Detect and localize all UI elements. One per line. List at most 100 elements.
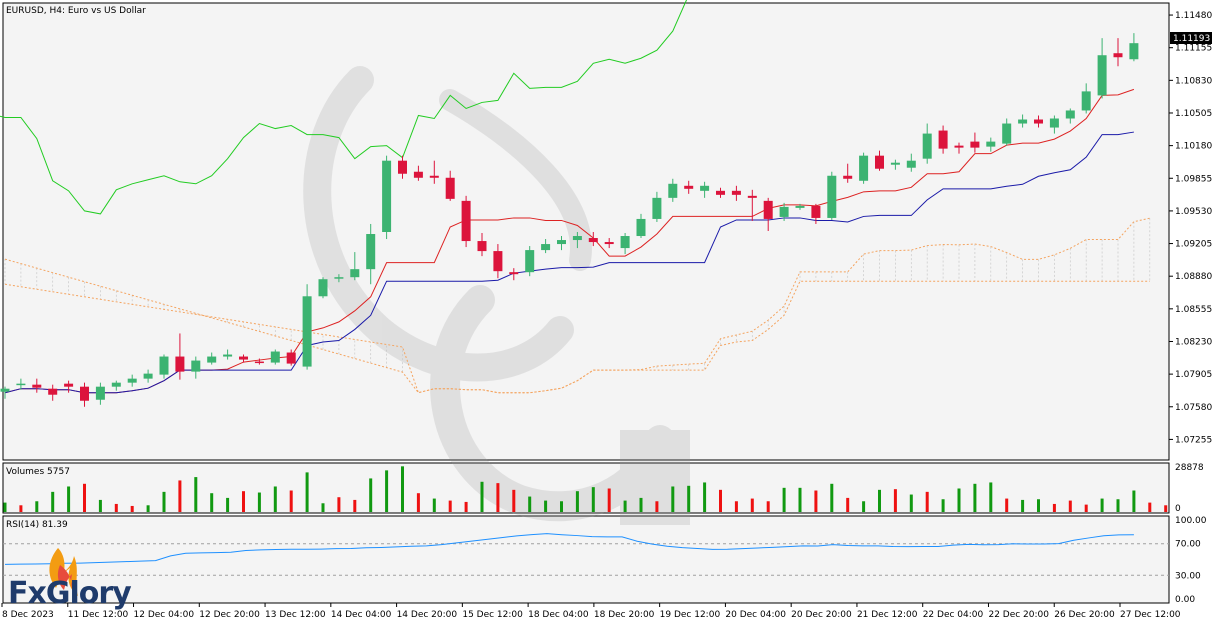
candle-body [382, 160, 392, 233]
candle-body [636, 218, 646, 237]
candle-body [668, 183, 678, 198]
volume-bar [1052, 503, 1056, 512]
volume-bar [369, 478, 373, 512]
candle-body [509, 272, 519, 275]
rsi-line [4, 533, 1134, 565]
candle-body [811, 205, 821, 218]
price-tick-label: 1.09530 [1175, 207, 1212, 217]
volume-bar [560, 501, 563, 512]
candle-body [875, 155, 884, 169]
candle-body [827, 175, 837, 218]
volume-bar [989, 482, 993, 512]
volume-bar [607, 488, 611, 512]
price-tick-label: 1.10830 [1175, 76, 1212, 86]
volume-bar [893, 489, 897, 512]
candle-body [1049, 118, 1059, 128]
volume-bar [957, 488, 961, 512]
time-tick-label: 26 Dec 20:00 [1054, 610, 1115, 620]
candle-body [1097, 55, 1107, 96]
candle-body [1034, 119, 1043, 124]
volume-tick-label: 0 [1175, 504, 1181, 514]
flame-inner-icon [57, 565, 74, 594]
volume-bar [814, 490, 818, 512]
volume-bar [146, 505, 150, 512]
candle-body [175, 356, 185, 372]
volume-tick-label: 28878 [1175, 463, 1204, 473]
price-tick-label: 1.10180 [1175, 142, 1212, 152]
volume-bar [878, 489, 881, 512]
candle-body [1081, 91, 1091, 111]
candle-body [270, 351, 280, 363]
candle-body [843, 175, 853, 179]
volume-bar [432, 498, 436, 512]
candle-body [111, 382, 121, 387]
time-tick-label: 8 Dec 2023 [2, 610, 54, 620]
candle-body [127, 378, 137, 383]
fxglory-logo-wordmark: FxGlory [8, 576, 132, 611]
candle-body [970, 141, 980, 148]
volume-bar [703, 482, 707, 512]
candle-body [350, 269, 360, 278]
current-price-tag-bg [1170, 32, 1212, 44]
candle-body [286, 352, 296, 364]
candle-body [0, 388, 10, 392]
volume-bar [782, 487, 786, 512]
candle-body [954, 145, 964, 148]
time-tick-label: 20 Dec 20:00 [791, 610, 852, 620]
volume-bar [210, 493, 214, 512]
time-tick-label: 27 Dec 12:00 [1120, 610, 1181, 620]
rsi-tick-label: 0.00 [1175, 595, 1195, 605]
candle-body [461, 200, 471, 242]
volumes-label: Volumes 5757 [6, 467, 70, 477]
candle-body [1018, 119, 1028, 124]
candle-body [620, 236, 630, 249]
volume-bar [623, 500, 627, 512]
volume-bar [655, 501, 659, 512]
volume-bar [98, 499, 102, 512]
candle-body [445, 177, 455, 199]
volume-bar [353, 499, 357, 512]
candle-body [318, 279, 328, 297]
time-tick-label: 14 Dec 04:00 [331, 610, 392, 620]
candle-body [747, 195, 757, 198]
volume-bar [1132, 490, 1136, 512]
rsi-tick-label: 70.00 [1175, 540, 1201, 550]
volume-bar [512, 489, 516, 512]
candle-body [572, 236, 582, 241]
volume-bars: 28878 0 [3, 463, 1204, 514]
volume-bar [1164, 505, 1168, 512]
time-tick-label: 22 Dec 04:00 [923, 610, 984, 620]
time-tick-label: 18 Dec 04:00 [528, 610, 589, 620]
volume-bar [1037, 499, 1040, 512]
volume-bar [178, 480, 182, 512]
candle-body [16, 383, 26, 386]
time-tick-label: 15 Dec 12:00 [462, 610, 523, 620]
price-tick-label: 1.08880 [1175, 272, 1212, 282]
candle-body [1065, 110, 1075, 119]
volume-bar [3, 502, 7, 512]
candle-body [95, 386, 105, 400]
volume-bar [544, 500, 548, 512]
volume-bar [750, 498, 754, 512]
price-tick-label: 1.08230 [1175, 337, 1212, 347]
volume-bar [289, 490, 293, 512]
candle-body [477, 241, 487, 252]
candle-body [398, 160, 407, 174]
volume-bar [719, 489, 722, 512]
time-tick-label: 18 Dec 20:00 [594, 610, 655, 620]
volume-bar [1084, 504, 1088, 512]
volume-bar [687, 485, 691, 512]
price-tick-label: 1.07580 [1175, 403, 1212, 413]
time-tick-label: 19 Dec 12:00 [660, 610, 721, 620]
volume-bar [798, 487, 802, 512]
volume-bar [385, 470, 389, 512]
candle-body [763, 200, 773, 219]
candle-body [1129, 43, 1139, 60]
candle-body [684, 185, 694, 189]
time-tick-label: 12 Dec 04:00 [134, 610, 195, 620]
volume-bar [1068, 500, 1072, 512]
ichimoku-cloud [4, 217, 1151, 394]
candle-body [795, 205, 805, 208]
main-plot-area [2, 2, 1170, 461]
